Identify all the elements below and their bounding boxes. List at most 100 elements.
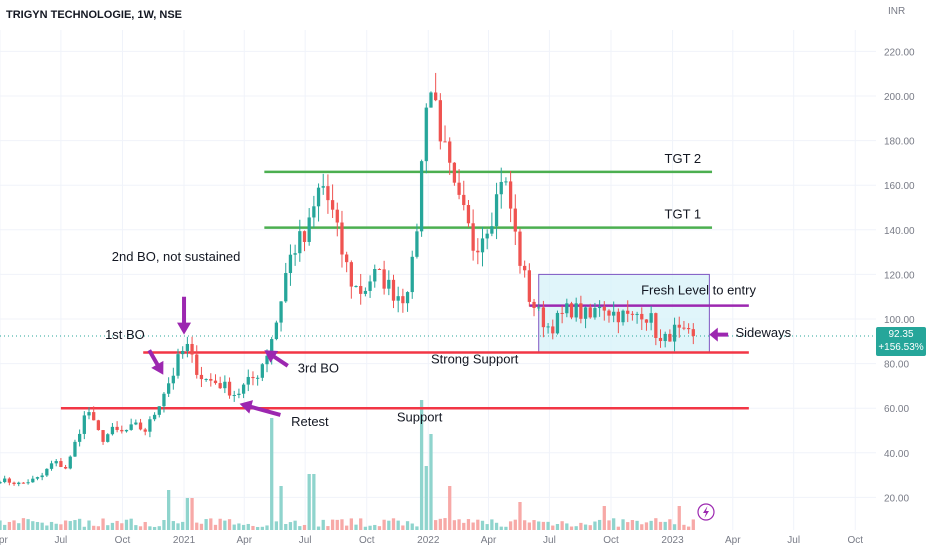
candle-body (649, 313, 653, 323)
x-tick-label: Jul (787, 535, 800, 546)
candle-body (335, 209, 339, 223)
volume-bar (12, 520, 16, 530)
candle-body (115, 426, 119, 430)
candle-body (59, 461, 63, 467)
candle-body (434, 92, 438, 101)
lightning-icon[interactable] (697, 503, 715, 521)
candle-body (312, 206, 316, 218)
y-tick-label: 80.00 (884, 360, 909, 371)
candle-body (241, 384, 246, 394)
volume-bar (68, 521, 72, 530)
candle-body (523, 265, 527, 271)
candle-body (513, 208, 517, 232)
volume-bar (204, 519, 208, 530)
candle-body (3, 478, 7, 483)
volume-bar (340, 519, 344, 530)
candle-body (621, 310, 625, 323)
volume-bar (377, 526, 382, 530)
candle-body (391, 279, 396, 301)
volume-bar (480, 520, 485, 530)
volume-bar (532, 520, 536, 530)
volume-bar (3, 524, 7, 530)
volume-bar (73, 520, 77, 530)
volume-bar (227, 519, 232, 530)
candle-body (373, 269, 377, 282)
candle-body (387, 279, 391, 289)
y-tick-label: 40.00 (884, 449, 909, 460)
candle-body (654, 313, 658, 338)
candle-body (181, 350, 185, 355)
candle-body (265, 355, 269, 365)
volume-bar (110, 522, 115, 530)
volume-bar (490, 519, 494, 530)
label-sideways: Sideways (735, 325, 791, 340)
candle-body (110, 426, 115, 435)
volume-bar (415, 526, 419, 530)
candle-body (316, 187, 321, 207)
volume-bar (101, 518, 105, 530)
volume-bar (508, 521, 513, 530)
y-tick-label: 120.00 (884, 270, 915, 281)
candle-body (579, 303, 583, 319)
label-2nd-bo: 2nd BO, not sustained (112, 249, 241, 264)
candle-body (602, 306, 606, 311)
currency-label: INR (888, 6, 905, 17)
candle-body (396, 296, 400, 301)
volume-bar (471, 522, 475, 530)
volume-bar (541, 521, 546, 530)
volume-bar (621, 519, 625, 530)
volume-bar (635, 520, 639, 530)
volume-bar (457, 519, 461, 530)
volume-bar (405, 521, 410, 530)
candle-body (448, 141, 452, 163)
volume-bar (607, 520, 611, 530)
volume-bar (654, 518, 658, 530)
x-tick-label: 2022 (417, 535, 440, 546)
volume-bar (17, 523, 21, 530)
candle-body (663, 333, 667, 342)
volume-bar (162, 520, 166, 530)
candle-body (583, 307, 588, 319)
candle-body (597, 306, 602, 309)
label-1st-bo: 1st BO (105, 327, 145, 342)
label-fresh-level: Fresh Level to entry (641, 282, 756, 297)
volume-bar (246, 523, 250, 530)
volume-bar (588, 525, 592, 530)
volume-bar (120, 523, 124, 530)
volume-bar (424, 466, 428, 530)
candle-body (87, 412, 91, 416)
volume-bar (359, 518, 363, 530)
volume-bar (87, 520, 91, 530)
candle-body (157, 406, 161, 415)
volume-bar (335, 519, 339, 530)
candle-body (630, 313, 635, 315)
volume-bar (49, 521, 54, 530)
volume-bar (40, 522, 44, 530)
candle-body (377, 269, 382, 271)
x-tick-label: Oct (603, 535, 619, 546)
candle-body (213, 380, 218, 384)
volume-bar (443, 518, 447, 530)
volume-bar (195, 522, 199, 530)
arrow-2nd-bo (177, 296, 192, 335)
candle-body (565, 303, 569, 314)
y-tick-label: 220.00 (884, 47, 915, 58)
volume-bar (316, 526, 321, 530)
volume-bar (560, 521, 564, 530)
candle-body (462, 194, 466, 206)
volume-bar (504, 526, 508, 530)
candle-body (134, 422, 138, 425)
candle-body (438, 100, 442, 142)
volume-bar (77, 518, 82, 530)
candle-body (508, 181, 513, 209)
volume-bar (429, 434, 433, 530)
candle-body (574, 303, 578, 318)
candle-body (480, 238, 485, 253)
volume-bar (21, 518, 26, 530)
volume-bar (349, 518, 353, 530)
candle-body (518, 231, 522, 266)
volume-bar (209, 518, 213, 530)
candle-body (499, 181, 503, 195)
volume-bar (237, 523, 241, 530)
